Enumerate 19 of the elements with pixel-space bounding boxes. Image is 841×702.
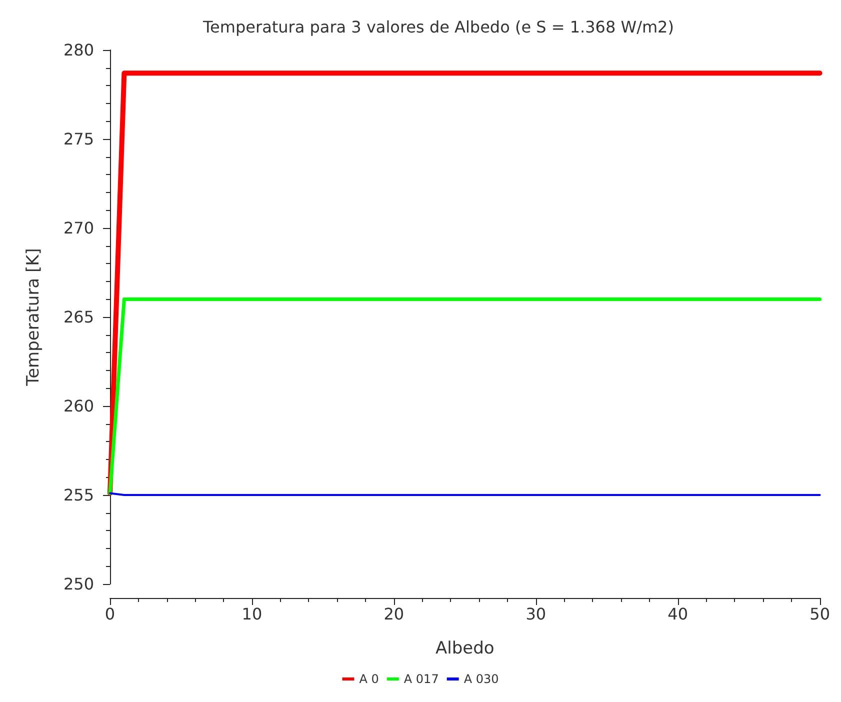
y-tick-label: 260: [63, 396, 94, 416]
chart-title: Temperatura para 3 valores de Albedo (e S = 1.368 W/m2): [202, 18, 674, 36]
x-tick-label: 50: [810, 604, 830, 624]
y-tick-label: 265: [63, 308, 94, 326]
y-tick-label: 280: [63, 40, 94, 60]
legend-label: A 017: [404, 672, 439, 686]
y-axis-title: Temperatura [K]: [24, 248, 44, 387]
y-tick-label: 275: [63, 130, 94, 148]
y-tick-label: 250: [63, 574, 94, 594]
y-tick-label: 255: [63, 486, 94, 504]
y-tick-label: 270: [63, 218, 94, 238]
x-tick-label: 10: [242, 604, 262, 624]
x-tick-label: 40: [668, 604, 688, 624]
legend-label: A 0: [359, 672, 379, 686]
x-tick-label: 20: [384, 604, 404, 624]
legend-label: A 030: [464, 672, 499, 686]
x-axis-title: Albedo: [436, 638, 494, 658]
x-tick-label: 0: [104, 604, 116, 624]
x-tick-label: 30: [526, 604, 546, 624]
